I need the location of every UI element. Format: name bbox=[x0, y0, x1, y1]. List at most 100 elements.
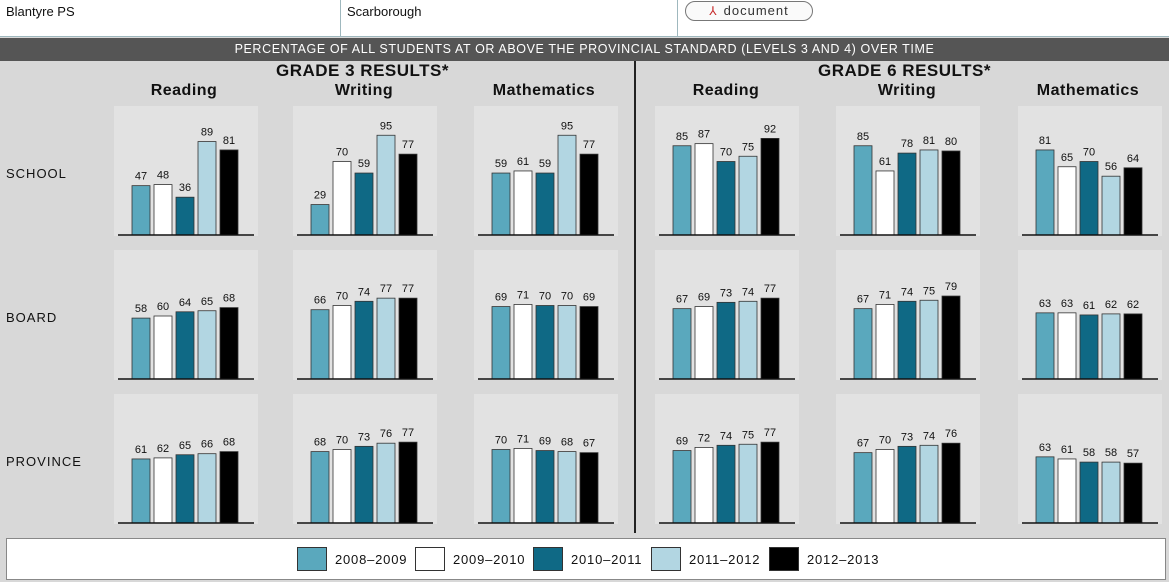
data-label: 67 bbox=[857, 294, 869, 306]
data-label: 36 bbox=[179, 182, 191, 194]
document-button[interactable]: ⅄ document bbox=[685, 1, 813, 21]
bar-2008-2009 bbox=[310, 204, 330, 236]
data-label: 56 bbox=[1105, 161, 1117, 173]
legend-swatch bbox=[769, 547, 799, 571]
bar-2011-2012 bbox=[919, 299, 939, 380]
bar-2012-2013 bbox=[941, 295, 961, 380]
bar-2009-2010 bbox=[875, 304, 895, 380]
bar-2011-2012 bbox=[1101, 313, 1121, 380]
data-label: 74 bbox=[720, 430, 732, 442]
data-label: 80 bbox=[945, 136, 957, 148]
bar-2011-2012 bbox=[557, 305, 577, 380]
data-label: 95 bbox=[561, 120, 573, 132]
bar-2012-2013 bbox=[941, 442, 961, 524]
bar-2012-2013 bbox=[941, 150, 961, 236]
bar-chart: 47 48 36 89 81 bbox=[118, 127, 254, 236]
data-label: 77 bbox=[402, 427, 414, 439]
bar-2012-2013 bbox=[760, 297, 780, 380]
g3-subject-mathematics: Mathematics bbox=[492, 82, 596, 99]
data-label: 59 bbox=[539, 158, 551, 170]
bar-2011-2012 bbox=[738, 155, 758, 236]
data-label: 85 bbox=[857, 131, 869, 143]
data-label: 48 bbox=[157, 170, 169, 182]
bar-2011-2012 bbox=[197, 453, 217, 524]
bar-2009-2010 bbox=[1057, 458, 1077, 524]
bar-2010-2011 bbox=[354, 300, 374, 380]
data-label: 65 bbox=[1061, 152, 1073, 164]
data-label: 75 bbox=[742, 429, 754, 441]
bar-2008-2009 bbox=[1035, 312, 1055, 380]
bar-2010-2011 bbox=[175, 454, 195, 524]
bar-chart: 67 70 73 74 76 bbox=[840, 428, 976, 524]
data-label: 70 bbox=[336, 147, 348, 159]
legend-swatch bbox=[533, 547, 563, 571]
data-label: 72 bbox=[698, 432, 710, 444]
data-label: 78 bbox=[901, 138, 913, 150]
bar-2010-2011 bbox=[1079, 161, 1099, 236]
chart-panel-grade-6-results-mathematics-school: 81 65 70 56 64 bbox=[1018, 106, 1162, 236]
bar-2009-2010 bbox=[332, 305, 352, 380]
bar-2012-2013 bbox=[1123, 462, 1143, 524]
bar-2010-2011 bbox=[716, 301, 736, 380]
data-label: 70 bbox=[336, 291, 348, 303]
data-label: 61 bbox=[1061, 444, 1073, 456]
municipality-cell: Scarborough bbox=[341, 0, 678, 36]
data-label: 70 bbox=[561, 291, 573, 303]
legend-label: 2009–2010 bbox=[453, 552, 526, 567]
bar-2010-2011 bbox=[1079, 314, 1099, 380]
data-label: 73 bbox=[720, 287, 732, 299]
bar-2010-2011 bbox=[354, 445, 374, 524]
bar-2011-2012 bbox=[1101, 175, 1121, 236]
chart-banner: PERCENTAGE OF ALL STUDENTS AT OR ABOVE T… bbox=[0, 38, 1169, 61]
bar-2011-2012 bbox=[557, 451, 577, 524]
data-label: 62 bbox=[1127, 299, 1139, 311]
bar-2008-2009 bbox=[310, 309, 330, 380]
data-label: 69 bbox=[583, 292, 595, 304]
bar-2008-2009 bbox=[131, 317, 151, 380]
bar-2012-2013 bbox=[398, 153, 418, 236]
grade-6-title: GRADE 6 RESULTS* bbox=[818, 61, 991, 80]
data-label: 74 bbox=[923, 430, 935, 442]
bar-2009-2010 bbox=[153, 315, 173, 380]
school-name: Blantyre PS bbox=[6, 4, 75, 19]
bar-2008-2009 bbox=[672, 145, 692, 236]
legend-label: 2008–2009 bbox=[335, 552, 408, 567]
bar-2011-2012 bbox=[1101, 461, 1121, 524]
legend-label: 2012–2013 bbox=[807, 552, 880, 567]
g3-subject-reading: Reading bbox=[150, 82, 218, 99]
bar-2011-2012 bbox=[197, 141, 217, 236]
data-label: 75 bbox=[923, 285, 935, 297]
data-label: 77 bbox=[402, 139, 414, 151]
bar-2009-2010 bbox=[1057, 166, 1077, 236]
bar-2011-2012 bbox=[197, 310, 217, 380]
chart-panel-grade-6-results-reading-board: 67 69 73 74 77 bbox=[655, 250, 799, 380]
chart-panel-grade-3-results-mathematics-school: 59 61 59 95 77 bbox=[474, 106, 618, 236]
data-label: 63 bbox=[1039, 442, 1051, 454]
data-label: 81 bbox=[1039, 135, 1051, 147]
bar-2011-2012 bbox=[376, 134, 396, 236]
data-label: 61 bbox=[517, 156, 529, 168]
bar-2012-2013 bbox=[579, 306, 599, 380]
bar-2010-2011 bbox=[716, 161, 736, 236]
data-label: 67 bbox=[676, 294, 688, 306]
legend: 2008–2009 2009–2010 2010–2011 2011–2012 … bbox=[6, 538, 1166, 580]
chart-panel-grade-6-results-reading-school: 85 87 70 75 92 bbox=[655, 106, 799, 236]
bar-chart: 85 61 78 81 80 bbox=[840, 131, 976, 236]
data-label: 75 bbox=[742, 141, 754, 153]
g6-subject-writing: Writing bbox=[877, 82, 937, 99]
bar-2009-2010 bbox=[694, 447, 714, 524]
bar-2012-2013 bbox=[760, 441, 780, 524]
bar-2009-2010 bbox=[513, 448, 533, 524]
bar-2012-2013 bbox=[760, 138, 780, 236]
bar-2012-2013 bbox=[219, 149, 239, 236]
bar-chart: 59 61 59 95 77 bbox=[478, 120, 614, 236]
data-label: 76 bbox=[380, 428, 392, 440]
chart-panel-grade-6-results-mathematics-board: 63 63 61 62 62 bbox=[1018, 250, 1162, 380]
chart-panel-grade-6-results-writing-board: 67 71 74 75 79 bbox=[836, 250, 980, 380]
data-label: 70 bbox=[539, 291, 551, 303]
data-label: 73 bbox=[901, 431, 913, 443]
bar-2008-2009 bbox=[491, 449, 511, 524]
data-label: 68 bbox=[561, 437, 573, 449]
bar-chart: 63 63 61 62 62 bbox=[1022, 298, 1158, 380]
bar-2010-2011 bbox=[897, 300, 917, 380]
